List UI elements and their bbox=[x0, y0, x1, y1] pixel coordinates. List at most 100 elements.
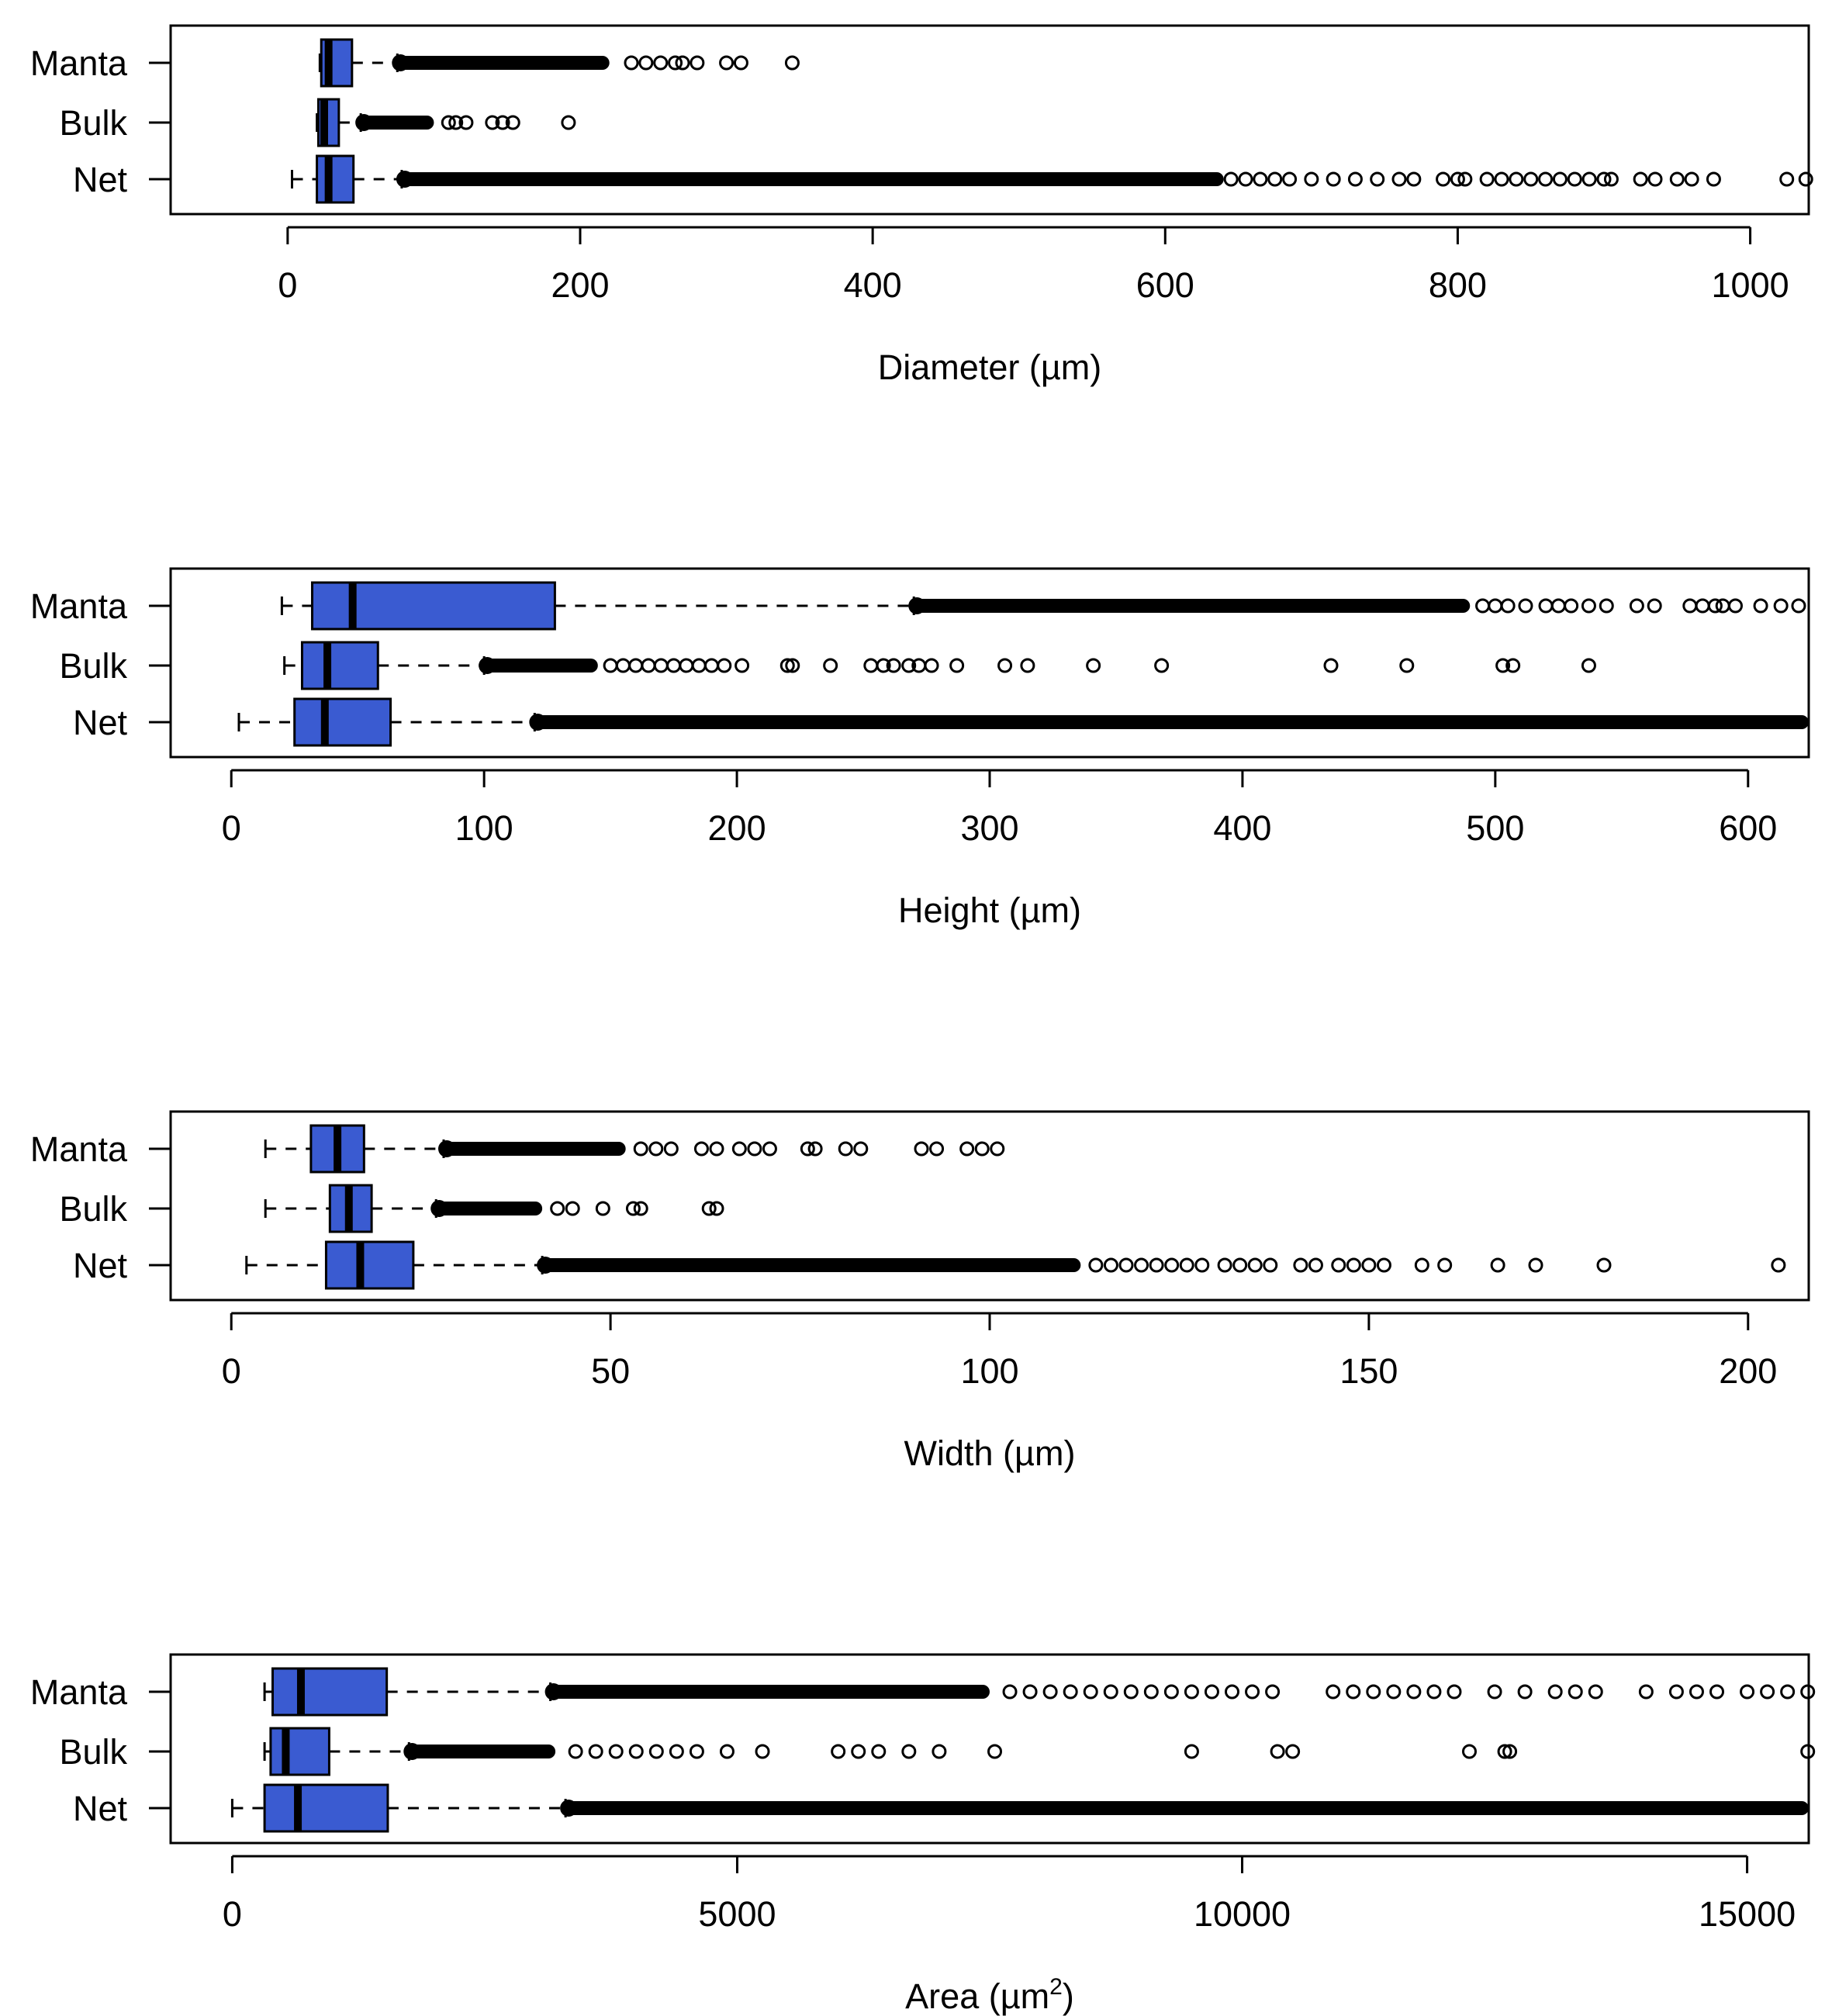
x-axis-title-superscript: 2 bbox=[1049, 1974, 1063, 2000]
panel-2: 0 50 100 150 200 Width (µm) Manta Bulk Net bbox=[30, 1110, 1810, 1473]
outlier-point bbox=[1568, 1684, 1583, 1700]
outlier-point bbox=[863, 658, 879, 673]
category-label: Bulk bbox=[59, 103, 127, 143]
outlier-point bbox=[628, 1744, 644, 1759]
x-tick-label: 400 bbox=[1213, 808, 1271, 848]
x-tick-label: 500 bbox=[1466, 808, 1524, 848]
outlier-point bbox=[633, 1201, 648, 1216]
outlier-point bbox=[1581, 658, 1596, 673]
outlier-point bbox=[853, 1141, 869, 1157]
outlier-point bbox=[1791, 598, 1806, 614]
outlier-point bbox=[1475, 598, 1491, 614]
outlier-point bbox=[624, 55, 639, 71]
x-tick-label: 5000 bbox=[698, 1894, 776, 1934]
x-tick-label: 800 bbox=[1429, 265, 1487, 305]
category-label: Net bbox=[73, 1789, 128, 1828]
dense-outliers bbox=[401, 172, 1224, 186]
outlier-point bbox=[924, 658, 939, 673]
dense-outliers bbox=[444, 1142, 626, 1156]
outlier-point bbox=[1760, 1684, 1775, 1700]
outlier-point bbox=[653, 55, 669, 71]
outlier-point bbox=[529, 714, 547, 731]
outlier-point bbox=[1457, 171, 1473, 187]
outlier-point bbox=[1346, 1257, 1361, 1273]
outlier-point bbox=[1647, 171, 1663, 187]
outlier-point bbox=[1331, 1257, 1346, 1273]
outlier-point bbox=[641, 658, 656, 673]
outlier-point bbox=[1304, 171, 1319, 187]
boxplot-row-manta: Manta bbox=[30, 38, 800, 88]
outlier-point bbox=[949, 658, 965, 673]
dense-outliers bbox=[397, 56, 610, 70]
boxplot-row-bulk: Bulk bbox=[59, 98, 576, 147]
x-tick-label: 1000 bbox=[1712, 265, 1789, 305]
x-axis-title-suffix: ) bbox=[1063, 1976, 1074, 2016]
outlier-point bbox=[1232, 1257, 1248, 1273]
outlier-point bbox=[719, 55, 735, 71]
x-axis-title: Area (µm2) bbox=[905, 1974, 1074, 2016]
outlier-point bbox=[747, 1141, 762, 1157]
outlier-point bbox=[1184, 1744, 1199, 1759]
iqr-box bbox=[271, 1667, 389, 1717]
outlier-point bbox=[1163, 1684, 1179, 1700]
outlier-point bbox=[1682, 598, 1698, 614]
outlier-point bbox=[648, 1141, 664, 1157]
outlier-point bbox=[1247, 1257, 1263, 1273]
outlier-point bbox=[1204, 1684, 1219, 1700]
category-label: Net bbox=[73, 1246, 128, 1285]
outlier-point bbox=[1509, 171, 1524, 187]
boxplot-row-manta: Manta bbox=[30, 1124, 1005, 1174]
outlier-point bbox=[1270, 1744, 1285, 1759]
outlier-point bbox=[615, 658, 631, 673]
outlier-point bbox=[1285, 1744, 1301, 1759]
outlier-point bbox=[1086, 658, 1101, 673]
dense-outliers bbox=[436, 1202, 543, 1215]
outlier-point bbox=[1399, 658, 1415, 673]
plot-frame bbox=[169, 24, 1810, 216]
outlier-point bbox=[1164, 1257, 1180, 1273]
panel-1: 0 100 200 300 400 500 600 Height (µm) Manta Bulk N… bbox=[30, 567, 1810, 930]
outlier-point bbox=[1265, 1684, 1281, 1700]
outlier-point bbox=[690, 55, 705, 71]
outlier-point bbox=[1323, 658, 1339, 673]
outlier-point bbox=[1436, 171, 1451, 187]
outlier-point bbox=[458, 115, 474, 130]
plot-frame bbox=[169, 567, 1810, 759]
iqr-box bbox=[300, 641, 379, 690]
outlier-point bbox=[666, 658, 682, 673]
outlier-point bbox=[886, 658, 901, 673]
outlier-point bbox=[628, 658, 644, 673]
iqr-box bbox=[293, 697, 392, 747]
outlier-point bbox=[1706, 171, 1721, 187]
dense-outliers bbox=[542, 1258, 1081, 1272]
outlier-point bbox=[1386, 1684, 1402, 1700]
outlier-point bbox=[1103, 1257, 1118, 1273]
outlier-point bbox=[608, 1744, 624, 1759]
outlier-point bbox=[663, 1141, 679, 1157]
outlier-point bbox=[1479, 171, 1495, 187]
outlier-point bbox=[1488, 598, 1503, 614]
outlier-point bbox=[625, 1201, 641, 1216]
category-label: Bulk bbox=[59, 646, 127, 686]
outlier-point bbox=[1088, 1257, 1104, 1273]
outlier-point bbox=[691, 658, 707, 673]
outlier-point bbox=[1495, 658, 1511, 673]
outlier-point bbox=[719, 1744, 735, 1759]
outlier-point bbox=[1487, 1684, 1502, 1700]
boxplot-row-bulk: Bulk bbox=[59, 1184, 724, 1233]
outlier-point bbox=[1689, 1684, 1704, 1700]
x-axis-title: Height (µm) bbox=[898, 890, 1081, 930]
x-tick-label: 300 bbox=[960, 808, 1018, 848]
outlier-point bbox=[355, 114, 373, 131]
outlier-point bbox=[638, 55, 654, 71]
x-axis-title-text: Diameter (µm) bbox=[878, 348, 1101, 387]
outlier-point bbox=[1552, 171, 1568, 187]
outlier-point bbox=[901, 1744, 917, 1759]
boxplot-row-net: Net bbox=[73, 1240, 1786, 1290]
outlier-point bbox=[693, 1141, 709, 1157]
category-label: Manta bbox=[30, 1129, 128, 1169]
iqr-box bbox=[269, 1727, 330, 1776]
category-label: Net bbox=[73, 703, 128, 742]
outlier-point bbox=[1500, 598, 1516, 614]
outlier-point bbox=[1134, 1257, 1149, 1273]
